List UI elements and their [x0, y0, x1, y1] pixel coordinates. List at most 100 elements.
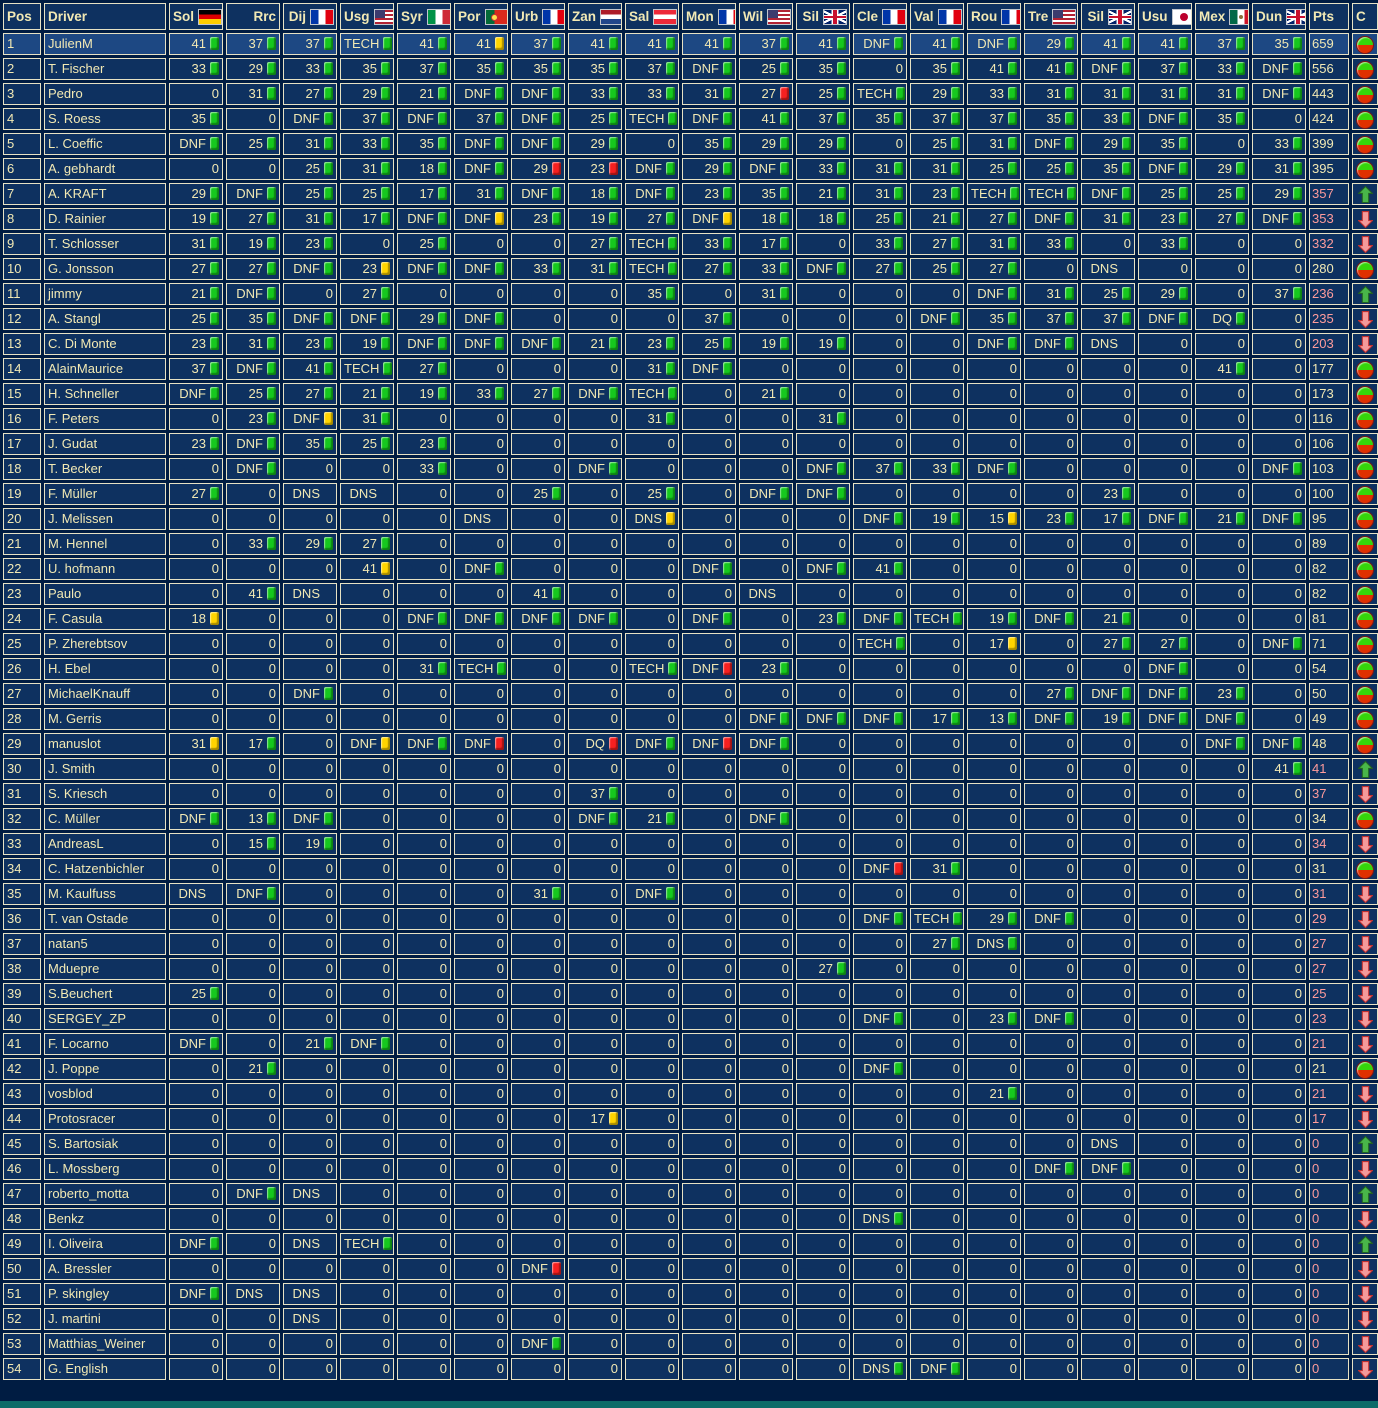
standings-row[interactable]: 45 S. Bartosiak 0 0 0 0 0 0 0 0 0 0 0 0 0 0 0 0 DNS 0 0 0 0 [3, 1133, 1378, 1155]
standings-row[interactable]: 31 S. Kriesch 0 0 0 0 0 0 0 37 0 0 0 0 0 0 0 0 0 0 0 0 37 [3, 783, 1378, 805]
standings-row[interactable]: 12 A. Stangl 25 35 DNF DNF 29 DNF 0 0 0 37 0 0 0 DNF 35 3… [3, 308, 1378, 330]
driver-name-cell[interactable]: J. Melissen [44, 508, 166, 530]
column-header-mex[interactable]: Mex [1195, 3, 1249, 30]
driver-name-cell[interactable]: I. Oliveira [44, 1233, 166, 1255]
driver-name-cell[interactable]: Paulo [44, 583, 166, 605]
standings-row[interactable]: 13 C. Di Monte 23 31 23 19 DNF DNF DNF 21 23 25 19 19… [3, 333, 1378, 355]
driver-name-cell[interactable]: vosblod [44, 1083, 166, 1105]
driver-name-cell[interactable]: S. Bartosiak [44, 1133, 166, 1155]
driver-name-cell[interactable]: P. skingley [44, 1283, 166, 1305]
standings-row[interactable]: 47 roberto_motta 0 DNF DNS 0 0 0 0 0 0 0 0 0 0 0 0 0 0 0 0 0 0 [3, 1183, 1378, 1205]
driver-name-cell[interactable]: H. Schneller [44, 383, 166, 405]
driver-name-cell[interactable]: A. Stangl [44, 308, 166, 330]
column-header-pts[interactable]: Pts [1309, 3, 1349, 30]
standings-row[interactable]: 38 Mduepre 0 0 0 0 0 0 0 0 0 0 0 27 0 0 0 0 0 0 0 0 27 [3, 958, 1378, 980]
driver-name-cell[interactable]: Protosracer [44, 1108, 166, 1130]
standings-row[interactable]: 28 M. Gerris 0 0 0 0 0 0 0 0 0 0 DNF DNF DNF 17 13 DNF 19 D… [3, 708, 1378, 730]
driver-name-cell[interactable]: P. Zherebtsov [44, 633, 166, 655]
column-header-rrc[interactable]: Rrc [226, 3, 280, 30]
standings-row[interactable]: 34 C. Hatzenbichler 0 0 0 0 0 0 0 0 0 0 0 0 DNF 31 0 0 0 0 0… [3, 858, 1378, 880]
column-header-driver[interactable]: Driver [44, 3, 166, 30]
column-header-sil-2[interactable]: Sil [1081, 3, 1135, 30]
standings-row[interactable]: 51 P. skingley DNF DNS DNS 0 0 0 0 0 0 0 0 0 0 0 0 0 0 0 0 0 0 [3, 1283, 1378, 1305]
standings-row[interactable]: 22 U. hofmann 0 0 0 41 0 DNF 0 0 0 DNF 0 DNF 41 0 0 0 0 0 0 0… [3, 558, 1378, 580]
standings-row[interactable]: 19 F. Müller 27 0 DNS DNS 0 0 25 0 25 0 DNF DNF 0 0 0 0 23… [3, 483, 1378, 505]
standings-row[interactable]: 8 D. Rainier 19 27 31 17 DNF DNF 23 19 27 DNF 18 18 25… [3, 208, 1378, 230]
standings-row[interactable]: 25 P. Zherebtsov 0 0 0 0 0 0 0 0 0 0 0 0 TECH 0 17 0 27 27 0… [3, 633, 1378, 655]
driver-name-cell[interactable]: A. KRAFT [44, 183, 166, 205]
standings-row[interactable]: 53 Matthias_Weiner 0 0 0 0 0 0 DNF 0 0 0 0 0 0 0 0 0 0 0 0 0 0 [3, 1333, 1378, 1355]
driver-name-cell[interactable]: F. Peters [44, 408, 166, 430]
column-header-dun[interactable]: Dun [1252, 3, 1306, 30]
column-header-cle[interactable]: Cle [853, 3, 907, 30]
standings-row[interactable]: 2 T. Fischer 33 29 33 35 37 35 35 35 37 DNF 25 35 0 35 4… [3, 58, 1378, 80]
driver-name-cell[interactable]: J. Poppe [44, 1058, 166, 1080]
column-header-mon[interactable]: Mon [682, 3, 736, 30]
driver-name-cell[interactable]: T. van Ostade [44, 908, 166, 930]
driver-name-cell[interactable]: F. Müller [44, 483, 166, 505]
column-header-val[interactable]: Val [910, 3, 964, 30]
driver-name-cell[interactable]: AndreasL [44, 833, 166, 855]
standings-row[interactable]: 20 J. Melissen 0 0 0 0 0 DNS 0 0 DNS 0 0 0 DNF 19 15 23 17… [3, 508, 1378, 530]
column-header-por[interactable]: Por [454, 3, 508, 30]
driver-name-cell[interactable]: G. Jonsson [44, 258, 166, 280]
column-header-tre[interactable]: Tre [1024, 3, 1078, 30]
column-header-zan[interactable]: Zan [568, 3, 622, 30]
standings-row[interactable]: 15 H. Schneller DNF 25 27 21 19 33 27 DNF TECH 0 21 0… [3, 383, 1378, 405]
driver-name-cell[interactable]: roberto_motta [44, 1183, 166, 1205]
standings-row[interactable]: 46 L. Mossberg 0 0 0 0 0 0 0 0 0 0 0 0 0 0 0 DNF DNF 0 0 0 0 [3, 1158, 1378, 1180]
driver-name-cell[interactable]: H. Ebel [44, 658, 166, 680]
driver-name-cell[interactable]: T. Becker [44, 458, 166, 480]
standings-row[interactable]: 7 A. KRAFT 29 DNF 25 25 17 31 DNF 18 DNF 23 35 21 31 23… [3, 183, 1378, 205]
driver-name-cell[interactable]: C. Di Monte [44, 333, 166, 355]
standings-row[interactable]: 29 manuslot 31 17 0 DNF DNF DNF 0 DQ DNF DNF DNF 0 0 0 0… [3, 733, 1378, 755]
driver-name-cell[interactable]: L. Mossberg [44, 1158, 166, 1180]
driver-name-cell[interactable]: C. Hatzenbichler [44, 858, 166, 880]
column-header-sal[interactable]: Sal [625, 3, 679, 30]
column-header-dij[interactable]: Dij [283, 3, 337, 30]
driver-name-cell[interactable]: Pedro [44, 83, 166, 105]
driver-name-cell[interactable]: manuslot [44, 733, 166, 755]
driver-name-cell[interactable]: A. Bressler [44, 1258, 166, 1280]
column-header-syr[interactable]: Syr [397, 3, 451, 30]
standings-row[interactable]: 24 F. Casula 18 0 0 0 DNF DNF DNF DNF 0 DNF 0 23 DNF TE… [3, 608, 1378, 630]
driver-name-cell[interactable]: natan5 [44, 933, 166, 955]
standings-row[interactable]: 21 M. Hennel 0 33 29 27 0 0 0 0 0 0 0 0 0 0 0 0 0 0 0 0 89 [3, 533, 1378, 555]
standings-row[interactable]: 30 J. Smith 0 0 0 0 0 0 0 0 0 0 0 0 0 0 0 0 0 0 0 41 41 [3, 758, 1378, 780]
standings-row[interactable]: 27 MichaelKnauff 0 0 DNF 0 0 0 0 0 0 0 0 0 0 0 0 27 DNF DNF… [3, 683, 1378, 705]
standings-row[interactable]: 42 J. Poppe 0 21 0 0 0 0 0 0 0 0 0 0 DNF 0 0 0 0 0 0 0 21 [3, 1058, 1378, 1080]
standings-row[interactable]: 44 Protosracer 0 0 0 0 0 0 0 17 0 0 0 0 0 0 0 0 0 0 0 0 17 [3, 1108, 1378, 1130]
standings-row[interactable]: 41 F. Locarno DNF 0 21 DNF 0 0 0 0 0 0 0 0 0 0 0 0 0 0 0 0 21 [3, 1033, 1378, 1055]
standings-row[interactable]: 37 natan5 0 0 0 0 0 0 0 0 0 0 0 0 0 27 DNS 0 0 0 0 0 27 [3, 933, 1378, 955]
column-header-rou[interactable]: Rou [967, 3, 1021, 30]
standings-row[interactable]: 49 I. Oliveira DNF 0 DNS TECH 0 0 0 0 0 0 0 0 0 0 0 0 0 0 0 0… [3, 1233, 1378, 1255]
driver-name-cell[interactable]: F. Casula [44, 608, 166, 630]
driver-name-cell[interactable]: T. Fischer [44, 58, 166, 80]
driver-name-cell[interactable]: MichaelKnauff [44, 683, 166, 705]
driver-name-cell[interactable]: AlainMaurice [44, 358, 166, 380]
standings-row[interactable]: 35 M. Kaulfuss DNS DNF 0 0 0 0 31 0 DNF 0 0 0 0 0 0 0 0 0 0 0… [3, 883, 1378, 905]
driver-name-cell[interactable]: J. Smith [44, 758, 166, 780]
standings-row[interactable]: 48 Benkz 0 0 0 0 0 0 0 0 0 0 0 0 DNS 0 0 0 0 0 0 0 0 [3, 1208, 1378, 1230]
driver-name-cell[interactable]: D. Rainier [44, 208, 166, 230]
standings-row[interactable]: 10 G. Jonsson 27 27 DNF 23 DNF DNF 33 31 TECH 27 33 D… [3, 258, 1378, 280]
column-header-wil[interactable]: Wil [739, 3, 793, 30]
driver-name-cell[interactable]: M. Gerris [44, 708, 166, 730]
standings-row[interactable]: 6 A. gebhardt 0 0 25 31 18 DNF 29 23 DNF 29 DNF 33 31 3… [3, 158, 1378, 180]
driver-name-cell[interactable]: T. Schlosser [44, 233, 166, 255]
standings-row[interactable]: 36 T. van Ostade 0 0 0 0 0 0 0 0 0 0 0 0 DNF TECH 29 DNF 0… [3, 908, 1378, 930]
column-header-sol[interactable]: Sol [169, 3, 223, 30]
driver-name-cell[interactable]: Mduepre [44, 958, 166, 980]
driver-name-cell[interactable]: JulienM [44, 33, 166, 55]
column-header-pos[interactable]: Pos [3, 3, 41, 30]
driver-name-cell[interactable]: S.Beuchert [44, 983, 166, 1005]
standings-row[interactable]: 1 JulienM 41 37 37 TECH 41 41 37 41 41 41 37 41 DNF 41 D… [3, 33, 1378, 55]
driver-name-cell[interactable]: C. Müller [44, 808, 166, 830]
column-header-usu[interactable]: Usu [1138, 3, 1192, 30]
standings-row[interactable]: 26 H. Ebel 0 0 0 0 31 TECH 0 0 TECH DNF 23 0 0 0 0 0 0 DNF 0… [3, 658, 1378, 680]
driver-name-cell[interactable]: S. Kriesch [44, 783, 166, 805]
driver-name-cell[interactable]: L. Coeffic [44, 133, 166, 155]
column-header-c[interactable]: C [1352, 3, 1378, 30]
standings-row[interactable]: 3 Pedro 0 31 27 29 21 DNF DNF 33 33 31 27 25 TECH 29 33 3… [3, 83, 1378, 105]
standings-row[interactable]: 5 L. Coeffic DNF 25 31 33 35 DNF DNF 29 0 35 29 29 0 25… [3, 133, 1378, 155]
